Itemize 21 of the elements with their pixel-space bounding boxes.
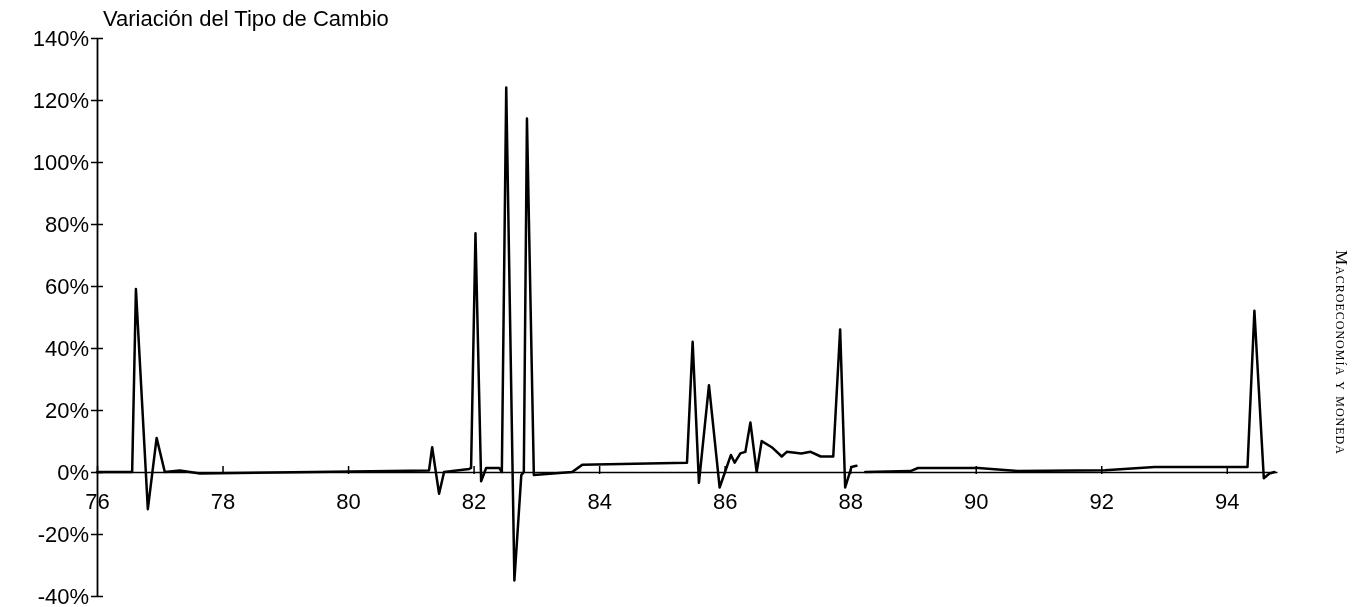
x-tick-label: 84	[587, 488, 612, 514]
y-tick-label: 40%	[44, 335, 89, 361]
y-tick-label: 100%	[32, 149, 89, 175]
x-tick-label: 94	[1215, 488, 1240, 514]
y-tick-label: 60%	[44, 273, 89, 299]
x-tick-label: 80	[336, 488, 361, 514]
x-tick-label: 82	[461, 488, 487, 514]
y-tick-label: 80%	[44, 211, 89, 237]
chart-title: Variación del Tipo de Cambio	[103, 6, 389, 31]
x-tick-label: 92	[1089, 488, 1114, 514]
y-tick-label: 0%	[57, 459, 89, 485]
x-tick-label: 88	[838, 488, 863, 514]
x-tick-label: 90	[963, 488, 989, 514]
text: Macroeconomía y moneda	[1332, 250, 1351, 455]
y-tick-label: 120%	[32, 87, 89, 113]
y-tick-label: 140%	[32, 25, 89, 51]
x-tick-label: 86	[712, 488, 738, 514]
y-tick-label: -20%	[37, 521, 89, 547]
x-tick-label: 78	[210, 488, 236, 514]
y-tick-label: -40%	[37, 583, 89, 607]
y-tick-label: 20%	[44, 397, 89, 423]
